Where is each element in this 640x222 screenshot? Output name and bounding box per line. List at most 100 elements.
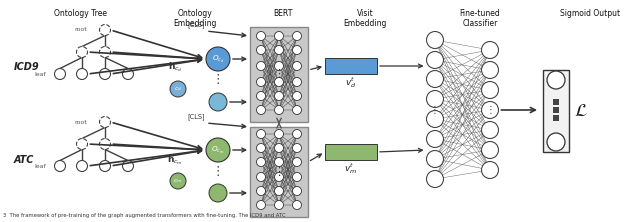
Circle shape — [481, 101, 499, 119]
Text: ICD9: ICD9 — [14, 62, 40, 72]
Text: Sigmoid Output: Sigmoid Output — [560, 9, 620, 18]
Circle shape — [209, 184, 227, 202]
Circle shape — [122, 69, 134, 79]
Circle shape — [481, 141, 499, 159]
Circle shape — [292, 61, 301, 71]
Circle shape — [275, 32, 284, 40]
Text: ⋮: ⋮ — [273, 167, 285, 177]
Circle shape — [426, 151, 444, 168]
Circle shape — [275, 77, 284, 87]
Circle shape — [275, 105, 284, 115]
Circle shape — [426, 71, 444, 87]
Text: leaf: leaf — [35, 163, 46, 168]
Circle shape — [54, 161, 65, 172]
Circle shape — [206, 47, 230, 71]
Circle shape — [170, 81, 186, 97]
Circle shape — [206, 138, 230, 162]
Text: Ontology Tree: Ontology Tree — [54, 9, 106, 18]
Circle shape — [99, 117, 111, 127]
Text: $v_d^t$: $v_d^t$ — [346, 75, 356, 90]
Circle shape — [257, 105, 266, 115]
Circle shape — [426, 32, 444, 48]
Bar — [543, 70, 569, 152]
Text: ⋮: ⋮ — [273, 69, 285, 79]
Text: ATC: ATC — [14, 155, 35, 165]
Circle shape — [481, 61, 499, 79]
Circle shape — [547, 133, 565, 151]
Text: 3  The framework of pre-training of the graph augmented transformers with fine-t: 3 The framework of pre-training of the g… — [3, 213, 285, 218]
Circle shape — [292, 200, 301, 210]
Circle shape — [292, 91, 301, 101]
Circle shape — [257, 186, 266, 196]
Circle shape — [275, 61, 284, 71]
Circle shape — [77, 161, 88, 172]
Text: Fine-tuned
Classifier: Fine-tuned Classifier — [460, 9, 500, 28]
Text: ⋮: ⋮ — [212, 73, 224, 87]
Circle shape — [257, 129, 266, 139]
Circle shape — [547, 71, 565, 89]
Circle shape — [426, 91, 444, 107]
Circle shape — [275, 129, 284, 139]
Circle shape — [170, 173, 186, 189]
Circle shape — [292, 129, 301, 139]
Circle shape — [257, 143, 266, 153]
Text: Visit
Embedding: Visit Embedding — [343, 9, 387, 28]
Circle shape — [99, 161, 111, 172]
Circle shape — [292, 143, 301, 153]
Text: ⋮: ⋮ — [485, 105, 495, 115]
Text: ⋮: ⋮ — [430, 105, 440, 115]
Circle shape — [275, 91, 284, 101]
Circle shape — [292, 46, 301, 54]
Circle shape — [275, 143, 284, 153]
Circle shape — [481, 161, 499, 178]
Text: leaf: leaf — [35, 71, 46, 77]
Circle shape — [292, 186, 301, 196]
Circle shape — [77, 46, 88, 57]
Circle shape — [257, 200, 266, 210]
Text: ⋮: ⋮ — [212, 165, 224, 178]
Text: [CLS]: [CLS] — [187, 21, 205, 28]
Bar — [250, 27, 308, 122]
Circle shape — [99, 24, 111, 36]
Circle shape — [481, 81, 499, 99]
Text: $\mathbf{h}_{c_d}$: $\mathbf{h}_{c_d}$ — [168, 60, 182, 74]
Text: $v_m^t$: $v_m^t$ — [344, 162, 358, 176]
Text: $c_m$: $c_m$ — [173, 177, 182, 185]
Circle shape — [426, 52, 444, 69]
Circle shape — [275, 200, 284, 210]
Circle shape — [257, 157, 266, 166]
Circle shape — [77, 139, 88, 149]
Circle shape — [99, 139, 111, 149]
Circle shape — [122, 161, 134, 172]
Text: [CLS]: [CLS] — [187, 113, 205, 120]
Circle shape — [257, 61, 266, 71]
Bar — [325, 58, 377, 74]
Bar — [553, 115, 559, 121]
Circle shape — [275, 186, 284, 196]
Text: $O_{c_m}$: $O_{c_m}$ — [211, 145, 225, 156]
Circle shape — [99, 46, 111, 57]
Text: $\mathbf{h}_{c_m}$: $\mathbf{h}_{c_m}$ — [167, 153, 183, 167]
Text: root: root — [74, 119, 87, 125]
Text: Ontology
Embedding: Ontology Embedding — [173, 9, 217, 28]
Circle shape — [257, 77, 266, 87]
Circle shape — [275, 172, 284, 182]
Circle shape — [257, 46, 266, 54]
Circle shape — [209, 93, 227, 111]
Text: $\mathcal{L}$: $\mathcal{L}$ — [574, 102, 588, 120]
Circle shape — [292, 172, 301, 182]
Circle shape — [257, 91, 266, 101]
Text: root: root — [74, 28, 87, 32]
Circle shape — [292, 105, 301, 115]
Circle shape — [99, 69, 111, 79]
Circle shape — [426, 111, 444, 127]
Circle shape — [77, 69, 88, 79]
Bar — [250, 127, 308, 217]
Text: $c_d$: $c_d$ — [174, 85, 182, 93]
Circle shape — [426, 170, 444, 188]
Circle shape — [292, 32, 301, 40]
Text: BERT: BERT — [273, 9, 292, 18]
Circle shape — [481, 42, 499, 59]
Circle shape — [275, 46, 284, 54]
Circle shape — [292, 157, 301, 166]
